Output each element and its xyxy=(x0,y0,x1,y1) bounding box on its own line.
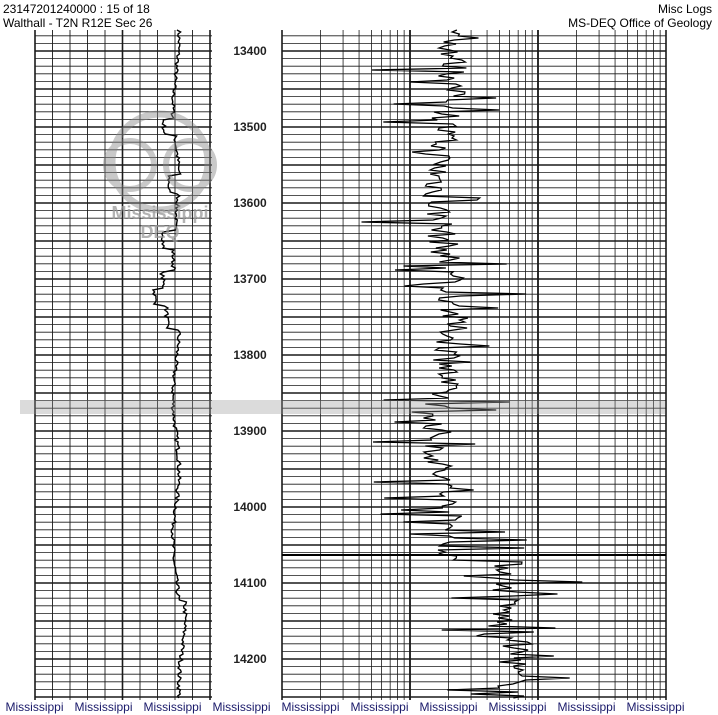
depth-label: 13900 xyxy=(233,424,267,438)
location-label: Walthall - T2N R12E Sec 26 xyxy=(3,16,153,30)
depth-label: 14200 xyxy=(233,652,267,666)
watermark-text-state: Mississippi xyxy=(111,203,209,223)
footer-item: Mississippi xyxy=(281,700,340,714)
mississippi-deq-logo-watermark xyxy=(103,110,217,214)
footer-item: Mississippi xyxy=(626,700,685,714)
depth-label: 14100 xyxy=(233,576,267,590)
footer-item: Mississippi xyxy=(143,700,202,714)
footer-item: Mississippi xyxy=(5,700,64,714)
category-label: Misc Logs xyxy=(657,2,712,16)
watermark-text-agency: DEQ xyxy=(140,222,180,242)
footer-item: Mississippi xyxy=(557,700,616,714)
sp-curve xyxy=(151,29,188,699)
footer-item: Mississippi xyxy=(488,700,547,714)
depth-label: 13800 xyxy=(233,348,267,362)
depth-label: 13600 xyxy=(233,196,267,210)
well-log-scan: 13400 13500 13600 13700 13800 13900 14000 14100… xyxy=(20,29,667,700)
footer-watermark-strip: Mississippi Mississippi Mississippi Miss… xyxy=(0,700,718,715)
footer-item: Mississippi xyxy=(74,700,133,714)
document-id: 23147201240000 : 15 of 18 xyxy=(3,2,150,16)
footer-item: Mississippi xyxy=(419,700,478,714)
right-log-track xyxy=(20,29,667,700)
left-log-track xyxy=(34,29,212,700)
footer-item: Mississippi xyxy=(212,700,271,714)
depth-label: 14000 xyxy=(233,500,267,514)
depth-track: 13400 13500 13600 13700 13800 13900 14000 14100… xyxy=(233,44,267,666)
agency-label: MS-DEQ Office of Geology xyxy=(568,16,712,30)
depth-label: 13700 xyxy=(233,272,267,286)
scan-smudge-band xyxy=(20,400,665,414)
depth-label: 13400 xyxy=(233,44,267,58)
depth-label: 13500 xyxy=(233,120,267,134)
resistivity-curve xyxy=(361,29,583,699)
footer-item: Mississippi xyxy=(350,700,409,714)
